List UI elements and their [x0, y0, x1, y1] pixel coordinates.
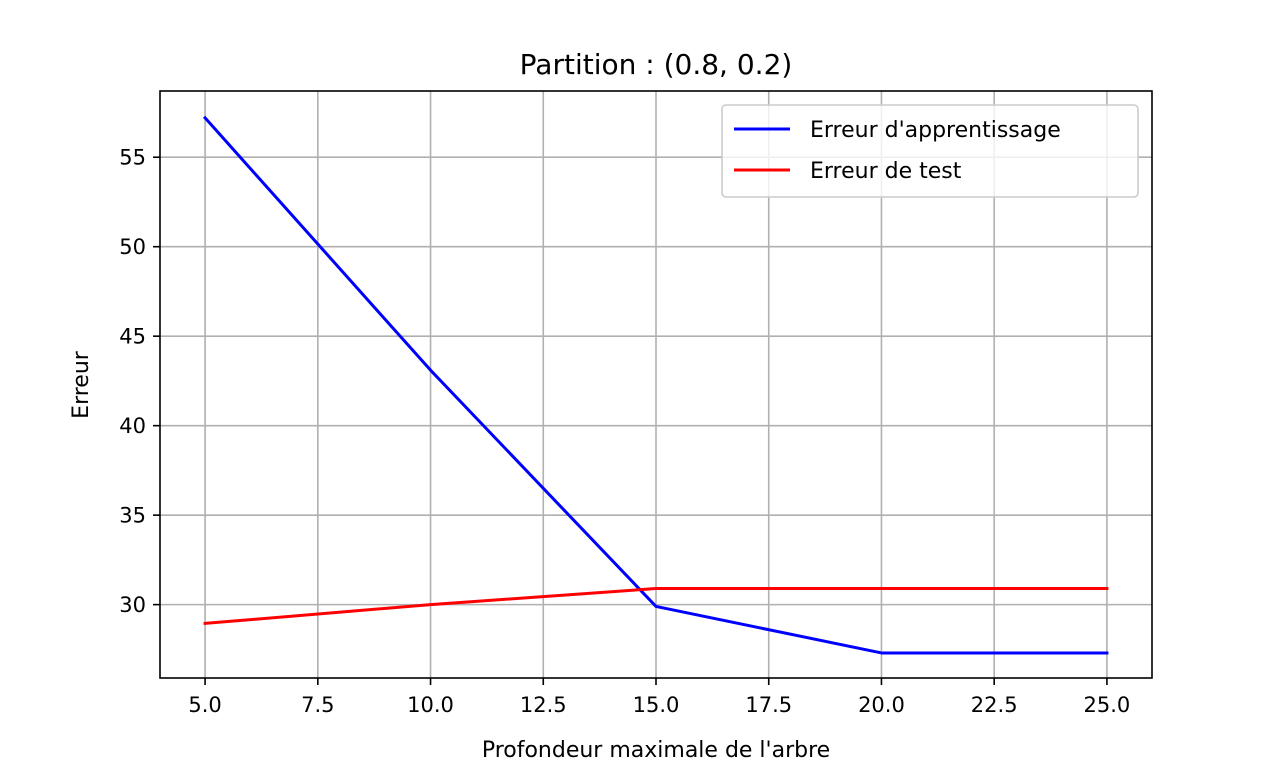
- series-layer: [202, 115, 1109, 655]
- x-axis: 5.0 7.5 10.0 12.5 15.0 17.5 20.0 22.5 25.0: [188, 678, 1130, 717]
- x-axis-label: Profondeur maximale de l'arbre: [482, 738, 830, 762]
- x-tick-label: 15.0: [633, 693, 680, 717]
- x-tick-label: 17.5: [745, 693, 792, 717]
- x-tick-label: 10.0: [407, 693, 454, 717]
- x-tick-label: 25.0: [1084, 693, 1131, 717]
- x-tick-label: 7.5: [301, 693, 334, 717]
- legend-label-train: Erreur d'apprentissage: [810, 118, 1061, 143]
- x-tick-label: 12.5: [520, 693, 567, 717]
- series-line-train-error: [202, 115, 1109, 655]
- y-tick-label: 30: [119, 593, 146, 617]
- legend-label-test: Erreur de test: [810, 159, 962, 184]
- y-tick-label: 55: [119, 146, 146, 170]
- x-tick-label: 20.0: [858, 693, 905, 717]
- y-axis-label: Erreur: [69, 350, 94, 419]
- legend-box: [721, 104, 1139, 198]
- x-tick-label: 22.5: [971, 693, 1018, 717]
- y-tick-label: 50: [119, 235, 146, 259]
- y-tick-label: 35: [119, 504, 146, 528]
- y-axis: 30 35 40 45 50 55: [119, 146, 160, 617]
- series-line-test-error: [203, 587, 1109, 626]
- chart-title: Partition : (0.8, 0.2): [520, 48, 793, 81]
- y-tick-label: 45: [119, 325, 146, 349]
- legend: Erreur d'apprentissage Erreur de test: [721, 104, 1139, 198]
- x-tick-label: 5.0: [188, 693, 221, 717]
- y-tick-label: 40: [119, 414, 146, 438]
